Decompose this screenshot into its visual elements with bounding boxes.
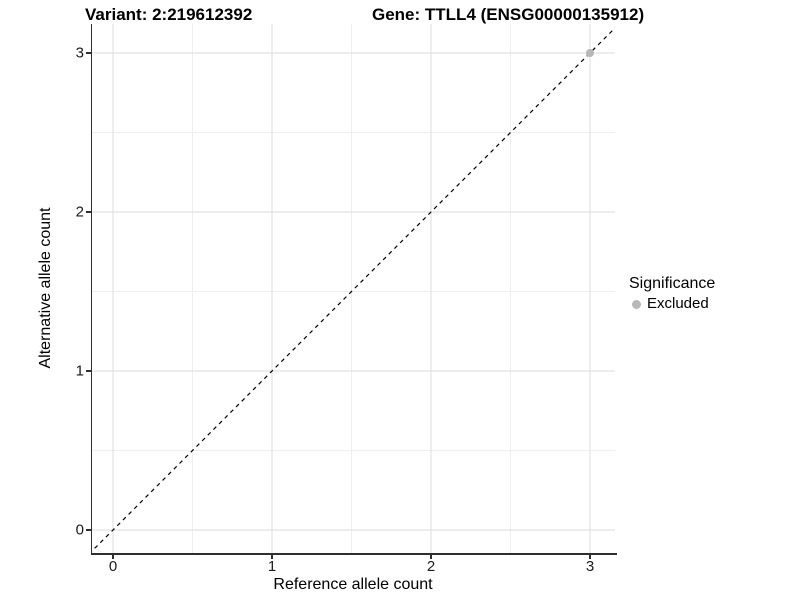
x-tick-mark xyxy=(112,554,114,559)
x-tick-mark xyxy=(430,554,432,559)
plot-panel xyxy=(92,24,615,553)
y-axis-line xyxy=(90,24,92,555)
x-tick-label: 3 xyxy=(585,558,595,575)
x-axis-title: Reference allele count xyxy=(273,576,433,593)
identity-reference-line xyxy=(92,27,615,552)
x-axis-line xyxy=(90,553,617,555)
plot-canvas xyxy=(92,24,615,553)
y-tick-label: 2 xyxy=(75,203,84,221)
y-axis-title: Alternative allele count xyxy=(37,207,54,369)
plot-title-gene: Gene: TTLL4 (ENSG00000135912) xyxy=(372,5,645,24)
y-tick-mark xyxy=(86,370,91,372)
plot-title-variant: Variant: 2:219612392 xyxy=(85,5,253,24)
legend: Significance Excluded xyxy=(629,274,715,313)
y-tick-label: 0 xyxy=(75,521,84,539)
x-tick-mark xyxy=(271,554,273,559)
y-tick-label: 1 xyxy=(75,362,84,380)
y-tick-mark xyxy=(86,529,91,531)
x-tick-mark xyxy=(589,554,591,559)
y-tick-label: 3 xyxy=(75,44,84,62)
x-tick-label: 2 xyxy=(426,558,436,575)
legend-title: Significance xyxy=(629,275,716,292)
x-tick-label: 1 xyxy=(267,558,277,575)
legend-items: Excluded xyxy=(629,295,715,313)
legend-item-label: Excluded xyxy=(647,295,709,312)
legend-point-icon xyxy=(632,299,641,309)
y-tick-mark xyxy=(86,211,91,213)
y-tick-mark xyxy=(86,52,91,54)
x-tick-label: 0 xyxy=(108,558,118,575)
legend-item: Excluded xyxy=(629,295,715,313)
data-point xyxy=(586,49,594,57)
